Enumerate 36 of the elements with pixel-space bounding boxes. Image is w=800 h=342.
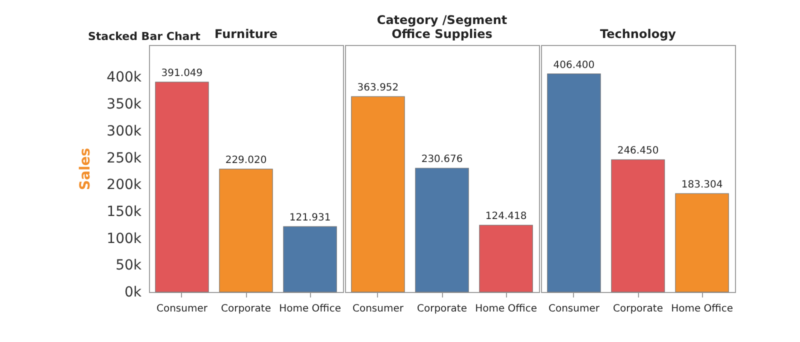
y-axis-title: Sales (78, 148, 94, 190)
x-tick-label: Corporate (221, 304, 271, 314)
data-label: 124.418 (485, 211, 527, 222)
data-label: 229.020 (225, 155, 267, 166)
text: Stacked Bar Chart (88, 30, 200, 43)
y-tick-label: 350k (106, 96, 142, 113)
text: Category /Segment (376, 13, 508, 27)
data-label: 246.450 (617, 146, 659, 157)
y-tick-label: 150k (106, 204, 142, 220)
x-tick-label: Consumer (352, 304, 404, 314)
x-tick-label: Corporate (417, 304, 467, 314)
y-tick-label: 0k (124, 284, 142, 300)
x-tick-label: Home Office (279, 304, 341, 314)
y-tick-label: 200k (106, 177, 142, 194)
y-tick-label: 400k (106, 70, 142, 86)
data-label: 391.049 (161, 68, 203, 80)
x-tick-label: Consumer (156, 304, 208, 314)
bar (155, 82, 209, 292)
bar (219, 168, 273, 292)
chart-title: Furniture (214, 27, 278, 41)
chart-title: Office Supplies (392, 27, 492, 41)
x-tick-label: Home Office (475, 304, 537, 314)
data-label: 406.400 (553, 60, 595, 71)
chart-title: Technology (600, 27, 676, 41)
y-tick-label: 300k (106, 123, 142, 140)
x-tick-label: Home Office (671, 304, 733, 314)
bar (283, 226, 337, 292)
y-tick-label: 50k (116, 258, 142, 274)
x-tick-label: Consumer (548, 304, 600, 314)
y-tick-label: 250k (106, 150, 142, 166)
data-label: 230.676 (421, 154, 463, 166)
data-label: 183.304 (681, 180, 723, 191)
x-tick-label: Corporate (613, 304, 663, 314)
y-tick-label: 100k (106, 230, 142, 247)
data-label: 363.952 (357, 82, 399, 94)
data-label: 121.931 (289, 212, 331, 224)
